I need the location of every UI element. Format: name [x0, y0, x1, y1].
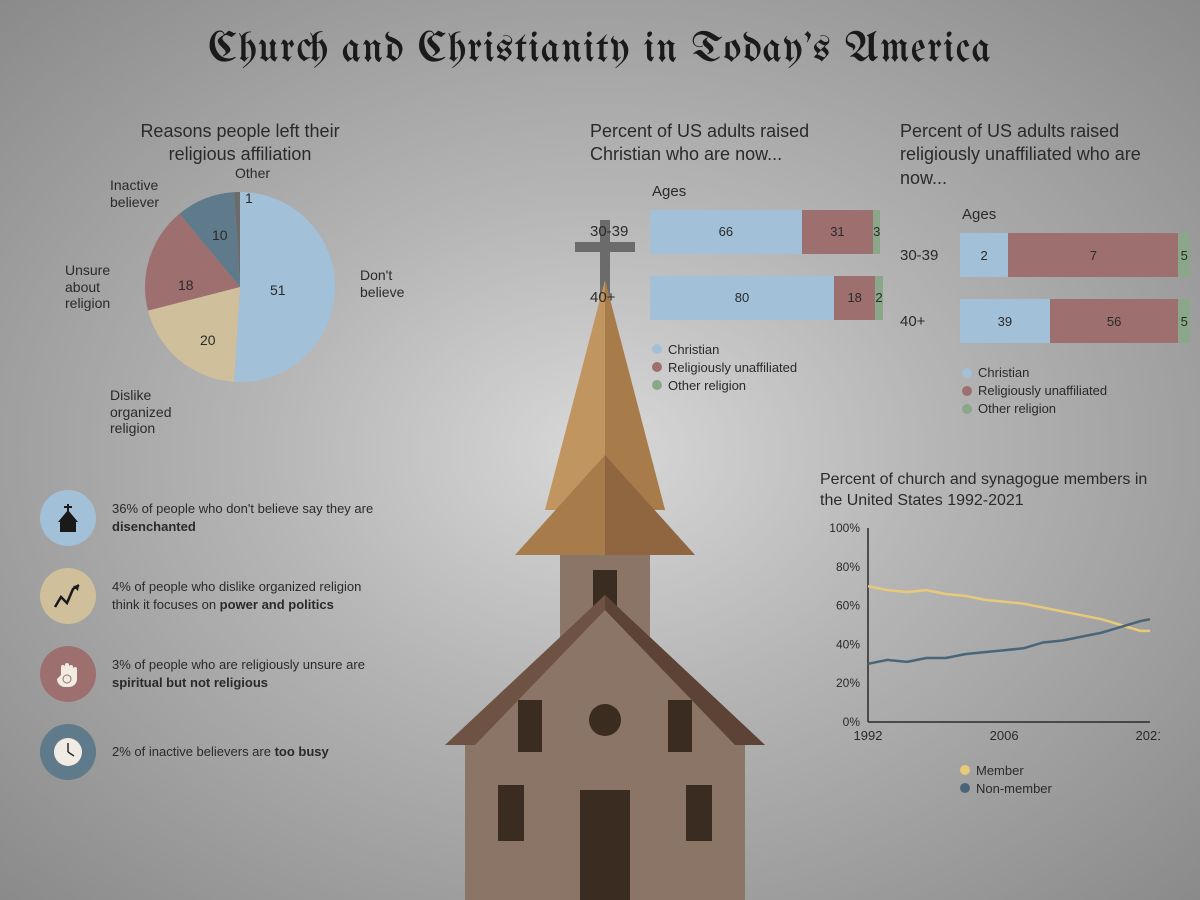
pie-slice-label: Don't believe: [360, 267, 404, 301]
legend-label: Other religion: [978, 401, 1056, 416]
legend-swatch: [962, 386, 972, 396]
pie-chart: Don't believe51Dislike organized religio…: [140, 187, 340, 387]
legend-item: Religiously unaffiliated: [652, 360, 880, 375]
legend-label: Religiously unaffiliated: [668, 360, 797, 375]
legend-label: Religiously unaffiliated: [978, 383, 1107, 398]
legend-swatch: [652, 380, 662, 390]
bar-stack: 39565: [960, 299, 1190, 343]
bar-segment: 3: [873, 210, 880, 254]
hand-icon: [40, 646, 96, 702]
stat-text: 3% of people who are religiously unsure …: [112, 656, 380, 691]
bar1-legend: Christian Religiously unaffiliated Other r…: [652, 342, 880, 393]
line-series: [868, 619, 1150, 664]
bar-row: 30-39275: [900, 233, 1190, 277]
bar-stack: 275: [960, 233, 1190, 277]
legend-label: Christian: [668, 342, 719, 357]
legend-item: Member: [960, 763, 1170, 778]
bar-chart-christian: Percent of US adults raised Christian wh…: [590, 120, 880, 396]
bar-segment: 18: [834, 276, 875, 320]
trend-icon: [40, 568, 96, 624]
bar-segment: 39: [960, 299, 1050, 343]
line-series: [868, 586, 1150, 631]
stat-item: 3% of people who are religiously unsure …: [40, 646, 380, 702]
y-axis-label: 20%: [836, 676, 860, 690]
stat-text: 2% of inactive believers are too busy: [112, 743, 329, 761]
bar-age-label: 40+: [900, 313, 960, 330]
bar2-legend: Christian Religiously unaffiliated Other r…: [962, 365, 1190, 416]
bar-segment: 56: [1050, 299, 1179, 343]
stat-text: 4% of people who dislike organized relig…: [112, 578, 380, 613]
x-axis-label: 1992: [854, 728, 883, 743]
legend-item: Religiously unaffiliated: [962, 383, 1190, 398]
pie-slice-value: 20: [200, 332, 216, 348]
legend-item: Non-member: [960, 781, 1170, 796]
bar-age-label: 30-39: [900, 247, 960, 264]
legend-swatch: [962, 404, 972, 414]
bar-segment: 2: [960, 233, 1008, 277]
pie-title: Reasons people left their religious affi…: [60, 120, 420, 167]
bar-row: 40+80182: [590, 276, 880, 320]
bar-segment: 2: [875, 276, 882, 320]
legend-swatch: [652, 344, 662, 354]
pie-slice-label: Dislike organized religion: [110, 387, 172, 437]
legend-label: Other religion: [668, 378, 746, 393]
pie-section: Reasons people left their religious affi…: [60, 120, 420, 387]
bar-row: 40+39565: [900, 299, 1190, 343]
pie-slice-value: 1: [245, 190, 253, 206]
y-axis-label: 0%: [843, 715, 861, 729]
legend-item: Other religion: [652, 378, 880, 393]
pie-slice-value: 10: [212, 227, 228, 243]
stat-item: 4% of people who dislike organized relig…: [40, 568, 380, 624]
pie-slice-value: 51: [270, 282, 286, 298]
bar-segment: 5: [1178, 233, 1190, 277]
y-axis-label: 80%: [836, 559, 860, 573]
bar-chart-unaffiliated: Percent of US adults raised religiously …: [900, 120, 1190, 419]
legend-swatch: [962, 368, 972, 378]
legend-label: Member: [976, 763, 1024, 778]
line-chart: 0% 20% 40% 60% 80% 100% 1992 2006 2021: [820, 512, 1160, 752]
y-axis-label: 100%: [829, 521, 860, 535]
legend-item: Christian: [652, 342, 880, 357]
legend-item: Christian: [962, 365, 1190, 380]
line-title: Percent of church and synagogue members …: [820, 470, 1170, 512]
pie-slice-label: Unsure about religion: [65, 262, 110, 312]
legend-swatch: [960, 765, 970, 775]
ages-label: Ages: [652, 183, 880, 200]
stat-text: 36% of people who don't believe say they…: [112, 500, 380, 535]
bar-segment: 5: [1178, 299, 1190, 343]
page-title: Church and Christianity in Today's Ameri…: [0, 0, 1200, 72]
bar-age-label: 40+: [590, 289, 650, 306]
legend-label: Christian: [978, 365, 1029, 380]
y-axis-label: 60%: [836, 598, 860, 612]
bar-segment: 80: [650, 276, 834, 320]
line-chart-section: Percent of church and synagogue members …: [820, 470, 1170, 799]
legend-label: Non-member: [976, 781, 1052, 796]
bar1-title: Percent of US adults raised Christian wh…: [590, 120, 880, 167]
bar-stack: 80182: [650, 276, 880, 320]
stat-item: 36% of people who don't believe say they…: [40, 490, 380, 546]
church-icon: [40, 490, 96, 546]
ages-label: Ages: [962, 206, 1190, 223]
bar-stack: 66313: [650, 210, 880, 254]
legend-swatch: [960, 783, 970, 793]
bar-age-label: 30-39: [590, 223, 650, 240]
bar2-title: Percent of US adults raised religiously …: [900, 120, 1190, 190]
bar-segment: 7: [1008, 233, 1178, 277]
y-axis-label: 40%: [836, 637, 860, 651]
pie-slice-label: Other: [235, 165, 270, 182]
bar-segment: 66: [650, 210, 802, 254]
legend-item: Other religion: [962, 401, 1190, 416]
legend-swatch: [652, 362, 662, 372]
pie-slice-label: Inactive believer: [110, 177, 159, 211]
line-legend: Member Non-member: [960, 763, 1170, 796]
clock-icon: [40, 724, 96, 780]
bar-segment: 31: [802, 210, 873, 254]
x-axis-label: 2021: [1136, 728, 1160, 743]
pie-slice-value: 18: [178, 277, 194, 293]
bar-row: 30-3966313: [590, 210, 880, 254]
stat-item: 2% of inactive believers are too busy: [40, 724, 380, 780]
stat-list: 36% of people who don't believe say they…: [40, 490, 380, 802]
x-axis-label: 2006: [990, 728, 1019, 743]
